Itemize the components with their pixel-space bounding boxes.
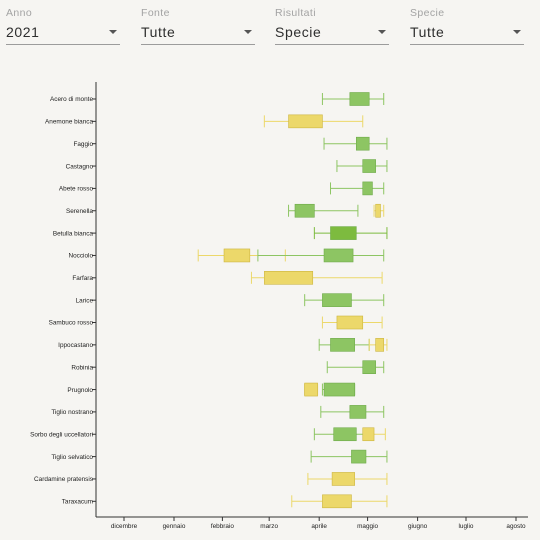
filter-specie-label: Specie [410, 7, 445, 19]
box-iqr [349, 405, 367, 419]
filter-specie: Specie Tutte [410, 7, 524, 45]
risultati-select[interactable]: Specie [275, 20, 389, 45]
box-leafing[interactable] [323, 136, 388, 151]
specie-select[interactable]: Tutte [410, 20, 524, 45]
x-tick-label: gennaio [163, 523, 186, 530]
x-tick-label: maggio [357, 523, 378, 530]
species-label: Faggio [73, 141, 93, 148]
box-iqr [322, 293, 352, 307]
box-iqr [294, 203, 315, 218]
chevron-down-icon [244, 30, 252, 34]
box-leafing[interactable] [310, 449, 388, 464]
box-iqr [375, 203, 381, 218]
specie-value: Tutte [410, 24, 445, 40]
box-leafing[interactable] [321, 92, 385, 106]
species-label: Ippocastano [58, 342, 93, 349]
x-tick-label: marzo [260, 523, 278, 530]
box-leafing[interactable] [313, 427, 373, 442]
box-leafing[interactable] [304, 293, 385, 307]
species-label: Prugnolo [67, 387, 93, 394]
anno-select[interactable]: 2021 [6, 20, 120, 45]
box-iqr [362, 181, 373, 196]
filter-fonte-label: Fonte [141, 7, 170, 19]
filter-risultati: Risultati Specie [275, 7, 389, 45]
x-tick-label: giugno [408, 523, 428, 530]
species-label: Abete rosso [59, 186, 94, 193]
fonte-value: Tutte [141, 24, 176, 40]
species-label: Tiglio selvatico [51, 454, 93, 461]
box-leafing[interactable] [288, 203, 359, 218]
box-flowering[interactable] [368, 338, 388, 352]
box-leafing[interactable] [318, 338, 370, 352]
species-label: Farfara [72, 275, 93, 282]
risultati-value: Specie [275, 24, 322, 40]
box-iqr [349, 92, 370, 106]
chevron-down-icon [109, 30, 117, 34]
box-flowering[interactable] [321, 315, 383, 330]
box-iqr [331, 472, 355, 486]
box-leafing[interactable] [336, 159, 388, 173]
species-label: Tiglio nostrano [51, 409, 93, 416]
fonte-select[interactable]: Tutte [141, 20, 255, 45]
box-iqr [330, 338, 355, 352]
box-iqr [304, 382, 318, 397]
box-leafing[interactable] [321, 382, 356, 397]
box-iqr [336, 315, 364, 330]
box-iqr [351, 449, 367, 464]
chevron-down-icon [378, 30, 386, 34]
box-flowering[interactable] [307, 472, 388, 486]
species-label: Sorbo degli uccellatori [30, 431, 93, 438]
species-label: Acero di monte [50, 96, 93, 103]
species-label: Sambuco rosso [49, 320, 94, 327]
box-flowering[interactable] [362, 427, 386, 442]
box-flowering[interactable] [250, 270, 383, 285]
species-label: Robinia [71, 364, 93, 371]
box-iqr [322, 494, 352, 509]
box-leafing[interactable] [320, 405, 385, 419]
species-label: Betulla bianca [53, 230, 94, 237]
species-label: Taraxacum [62, 499, 93, 506]
box-iqr [362, 360, 376, 375]
species-label: Serenella [66, 208, 93, 215]
filter-anno: Anno 2021 [6, 7, 120, 45]
box-leafing[interactable] [313, 226, 388, 240]
box-flowering[interactable] [373, 203, 385, 218]
box-iqr [362, 427, 375, 442]
box-iqr [362, 159, 376, 173]
anno-value: 2021 [6, 24, 40, 40]
box-leafing[interactable] [257, 248, 385, 263]
filter-fonte: Fonte Tutte [141, 7, 255, 45]
filter-risultati-label: Risultati [275, 7, 316, 19]
box-iqr [223, 248, 251, 263]
box-flowering[interactable] [291, 494, 388, 509]
chevron-down-icon [513, 30, 521, 34]
box-iqr [323, 248, 354, 263]
box-iqr [355, 136, 370, 151]
box-leafing[interactable] [329, 181, 385, 196]
x-tick-label: agosto [506, 523, 526, 530]
species-label: Castagno [66, 163, 94, 170]
box-iqr [375, 338, 385, 352]
box-iqr [333, 427, 357, 442]
species-label: Nocciolo [68, 253, 93, 260]
box-iqr [323, 382, 355, 397]
x-tick-label: febbraio [211, 523, 235, 530]
filter-anno-label: Anno [6, 7, 33, 19]
box-flowering[interactable] [263, 114, 364, 129]
box-leafing[interactable] [326, 360, 385, 375]
x-tick-label: aprile [311, 523, 327, 530]
box-flowering[interactable] [304, 382, 319, 397]
species-label: Cardamine pratensis [34, 476, 93, 483]
filter-bar: Anno 2021 Fonte Tutte Risultati Specie S… [0, 0, 540, 50]
box-iqr [264, 270, 314, 285]
species-label: Larice [76, 297, 94, 304]
x-tick-label: dicembre [111, 523, 138, 530]
box-iqr [288, 114, 323, 129]
box-iqr [330, 226, 357, 240]
x-tick-label: luglio [459, 523, 474, 530]
species-label: Anemone bianca [45, 119, 93, 126]
